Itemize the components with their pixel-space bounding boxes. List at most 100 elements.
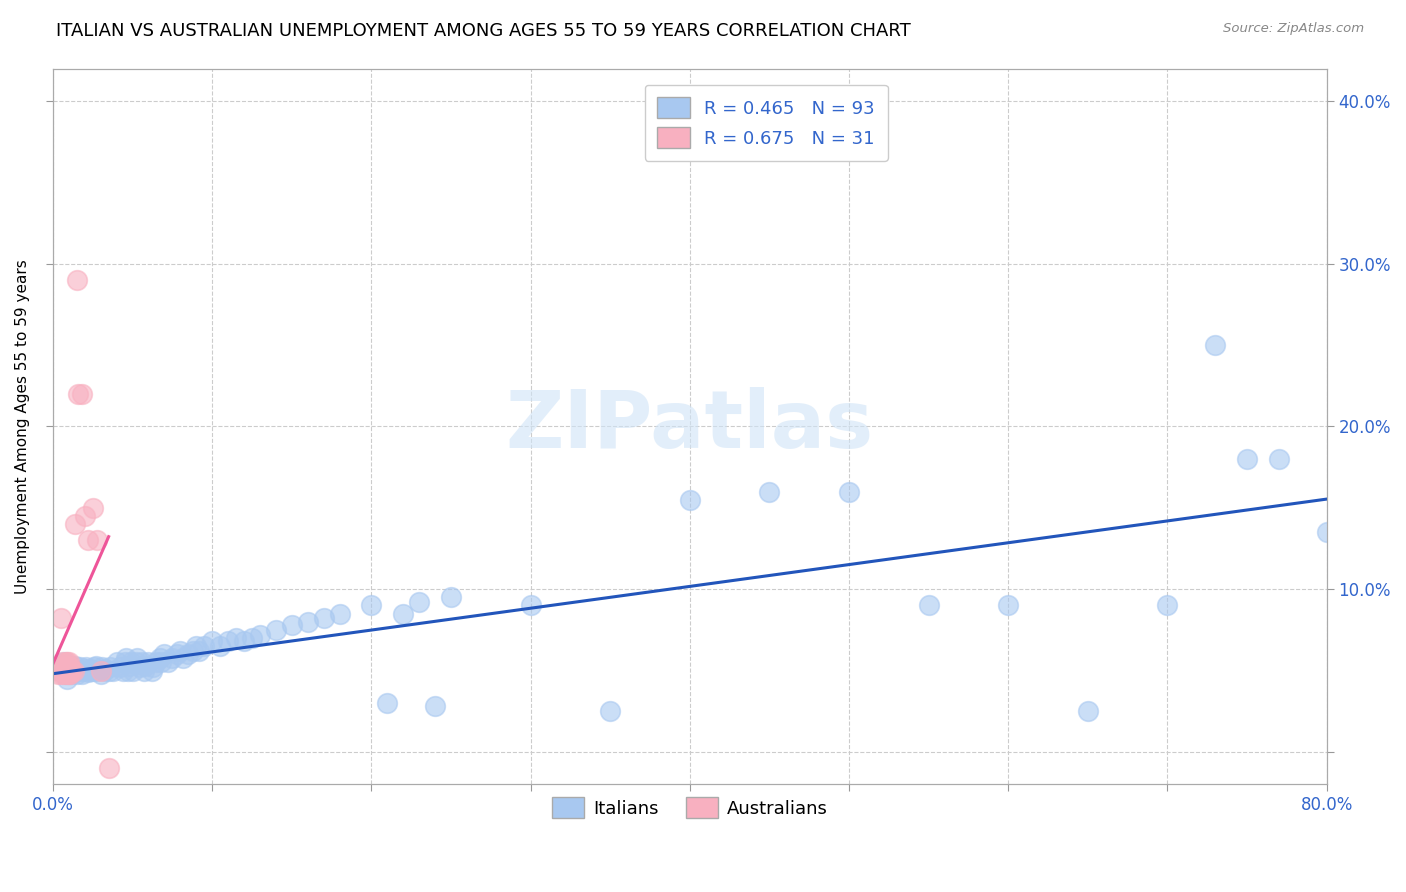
Point [105, 656, 128, 670]
Point [1236, 452, 1258, 467]
Point [82, 500, 104, 515]
Point [1077, 704, 1099, 718]
Point [145, 656, 167, 670]
Point [62, 664, 84, 678]
Point [49, 664, 72, 678]
Point [86, 664, 108, 678]
Point [59, 666, 82, 681]
Point [59, 660, 82, 674]
Point [55, 664, 77, 678]
Point [49, 611, 72, 625]
Point [917, 599, 939, 613]
Point [1204, 338, 1226, 352]
Point [519, 599, 541, 613]
Point [75, 660, 97, 674]
Point [59, 660, 82, 674]
Point [599, 704, 621, 718]
Point [58, 658, 80, 673]
Point [1156, 599, 1178, 613]
Point [86, 533, 108, 548]
Point [67, 664, 90, 678]
Point [62, 664, 84, 678]
Point [408, 595, 430, 609]
Point [233, 634, 256, 648]
Point [131, 656, 153, 670]
Point [94, 662, 117, 676]
Point [375, 696, 398, 710]
Point [90, 666, 112, 681]
Point [150, 656, 173, 670]
Point [201, 634, 224, 648]
Point [297, 615, 319, 629]
Point [156, 656, 179, 670]
Point [132, 664, 155, 678]
Point [166, 647, 188, 661]
Point [66, 666, 89, 681]
Point [58, 664, 80, 678]
Point [1268, 452, 1291, 467]
Point [162, 650, 184, 665]
Point [56, 672, 79, 686]
Point [186, 639, 208, 653]
Point [264, 623, 287, 637]
Point [679, 492, 702, 507]
Point [125, 656, 148, 670]
Point [127, 650, 149, 665]
Point [72, 664, 94, 678]
Point [46, 666, 69, 681]
Point [70, 666, 93, 681]
Point [142, 660, 165, 674]
Point [997, 599, 1019, 613]
Point [56, 656, 79, 670]
Point [73, 662, 96, 676]
Point [181, 644, 204, 658]
Point [177, 647, 200, 661]
Point [120, 656, 142, 670]
Point [60, 666, 83, 681]
Point [82, 664, 104, 678]
Point [103, 664, 125, 678]
Point [55, 666, 77, 681]
Point [51, 656, 73, 670]
Point [193, 639, 215, 653]
Point [209, 639, 232, 653]
Point [79, 664, 101, 678]
Point [423, 699, 446, 714]
Point [55, 656, 77, 670]
Point [83, 660, 105, 674]
Point [66, 273, 89, 287]
Point [84, 658, 107, 673]
Point [392, 607, 415, 621]
Point [249, 628, 271, 642]
Point [108, 660, 131, 674]
Point [129, 660, 152, 674]
Point [56, 664, 79, 678]
Point [328, 607, 350, 621]
Point [440, 591, 463, 605]
Point [121, 664, 143, 678]
Point [138, 656, 160, 670]
Point [58, 656, 80, 670]
Point [51, 664, 73, 678]
Point [149, 650, 172, 665]
Point [1316, 525, 1339, 540]
Point [53, 666, 76, 681]
Point [240, 631, 263, 645]
Point [172, 650, 194, 665]
Point [360, 599, 382, 613]
Point [188, 644, 211, 658]
Point [73, 508, 96, 523]
Point [56, 666, 79, 681]
Point [60, 664, 83, 678]
Point [48, 664, 70, 678]
Point [169, 644, 191, 658]
Point [118, 658, 141, 673]
Point [312, 611, 335, 625]
Point [91, 660, 114, 674]
Text: ZIPatlas: ZIPatlas [506, 387, 875, 466]
Point [758, 484, 780, 499]
Point [153, 647, 176, 661]
Point [63, 658, 86, 673]
Y-axis label: Unemployment Among Ages 55 to 59 years: Unemployment Among Ages 55 to 59 years [15, 259, 30, 594]
Legend: Italians, Australians: Italians, Australians [544, 790, 835, 825]
